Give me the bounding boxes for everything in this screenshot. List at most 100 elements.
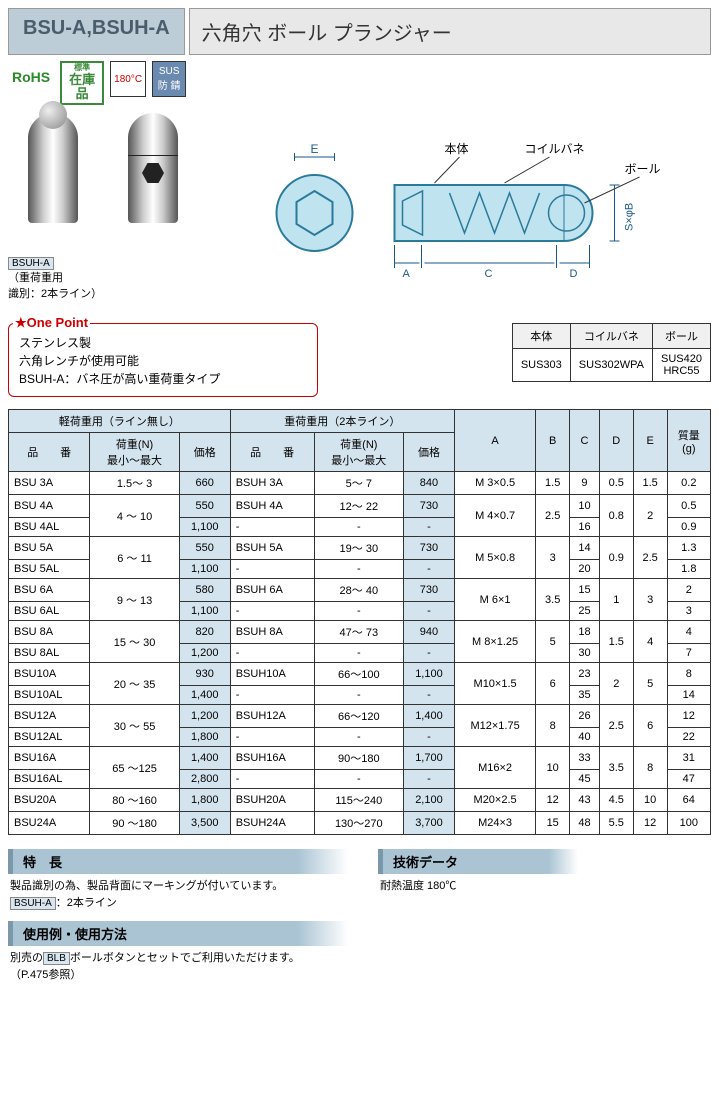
table-cell: BSUH 8A	[230, 621, 314, 644]
table-cell: 20 ～ 35	[90, 663, 179, 705]
table-cell: 1,400	[179, 747, 230, 770]
table-cell: 0.9	[599, 537, 633, 579]
col-D: D	[599, 410, 633, 472]
col-mass: 質量 (g)	[667, 410, 710, 472]
table-cell: M16×2	[454, 747, 535, 789]
table-row: BSU 8A15 ～ 30820BSUH 8A47～ 73940M 8×1.25…	[9, 621, 711, 644]
table-cell: 1,100	[179, 560, 230, 579]
table-row: BSU 3A1.5～ 3660BSUH 3A5～ 7840M 3×0.51.59…	[9, 472, 711, 495]
table-cell: 10	[536, 747, 570, 789]
mat-cell: SUS420 HRC55	[653, 349, 711, 382]
table-cell: 5	[633, 663, 667, 705]
table-cell: 5.5	[599, 812, 633, 835]
table-cell: 660	[179, 472, 230, 495]
col-B: B	[536, 410, 570, 472]
table-cell: 930	[179, 663, 230, 686]
table-cell: -	[403, 560, 454, 579]
table-cell: 1.5	[633, 472, 667, 495]
table-cell: 2,100	[403, 789, 454, 812]
table-cell: 0.9	[667, 518, 710, 537]
mat-header: コイルバネ	[570, 324, 652, 349]
onepoint-body: ステンレス製 六角レンチが使用可能 BSUH-A：バネ圧が高い重荷重タイプ	[19, 334, 307, 388]
table-cell: 2.5	[536, 495, 570, 537]
technical-diagram: E 本体 コイルバネ ボール A C D S×φB	[248, 113, 711, 313]
table-cell: 1,700	[403, 747, 454, 770]
table-cell: 5	[536, 621, 570, 663]
svg-text:C: C	[485, 268, 493, 280]
col-A: A	[454, 410, 535, 472]
col-C: C	[570, 410, 600, 472]
table-cell: 3,500	[179, 812, 230, 835]
table-cell: -	[314, 518, 403, 537]
usage-text-2: ボールボタンとセットでご利用いただけます。	[70, 952, 300, 964]
table-cell: 1	[599, 579, 633, 621]
table-cell: 18	[570, 621, 600, 644]
features-tag: BSUH-A	[10, 897, 56, 910]
sus-badge: SUS 防 錆	[152, 61, 186, 97]
table-cell: -	[403, 770, 454, 789]
table-cell: BSU12A	[9, 705, 90, 728]
table-row: BSU16A65 ～1251,400BSUH16A90～1801,700M16×…	[9, 747, 711, 770]
table-cell: 43	[570, 789, 600, 812]
table-cell: BSUH20A	[230, 789, 314, 812]
table-cell: BSU 8AL	[9, 644, 90, 663]
table-cell: 12	[633, 812, 667, 835]
onepoint-title: ★One Point	[13, 315, 90, 331]
table-cell: BSU10AL	[9, 686, 90, 705]
table-cell: -	[314, 560, 403, 579]
table-row: BSU12A30 ～ 551,200BSUH12A66～1201,400M12×…	[9, 705, 711, 728]
usage-title: 使用例・使用方法	[8, 921, 348, 946]
table-cell: 45	[570, 770, 600, 789]
table-cell: 80 ～160	[90, 789, 179, 812]
table-cell: 64	[667, 789, 710, 812]
table-cell: 19～ 30	[314, 537, 403, 560]
table-cell: 14	[570, 537, 600, 560]
table-cell: 730	[403, 537, 454, 560]
mat-cell: SUS302WPA	[570, 349, 652, 382]
usage-tag: BLB	[43, 952, 70, 965]
col-E: E	[633, 410, 667, 472]
table-cell: 14	[667, 686, 710, 705]
table-cell: -	[314, 644, 403, 663]
table-cell: 7	[667, 644, 710, 663]
table-cell: -	[230, 770, 314, 789]
table-cell: M20×2.5	[454, 789, 535, 812]
table-cell: 1,100	[403, 663, 454, 686]
table-cell: BSUH 6A	[230, 579, 314, 602]
table-cell: 3	[667, 602, 710, 621]
table-cell: 22	[667, 728, 710, 747]
table-cell: -	[230, 518, 314, 537]
col-hprice: 価格	[403, 433, 454, 472]
table-cell: 3,700	[403, 812, 454, 835]
table-cell: 1.3	[667, 537, 710, 560]
table-cell: 1.8	[667, 560, 710, 579]
table-row: BSU 4A4 ～ 10550BSUH 4A12～ 22730M 4×0.72.…	[9, 495, 711, 518]
table-cell: M 4×0.7	[454, 495, 535, 537]
col-price: 価格	[179, 433, 230, 472]
table-cell: 2,800	[179, 770, 230, 789]
table-cell: 4.5	[599, 789, 633, 812]
table-row: BSU 6A9 ～ 13580BSUH 6A28～ 40730M 6×13.51…	[9, 579, 711, 602]
tech-title: 技術データ	[378, 849, 578, 874]
features-text: 製品識別の為、製品背面にマーキングが付いています。	[10, 880, 283, 892]
table-cell: BSUH10A	[230, 663, 314, 686]
table-cell: -	[403, 728, 454, 747]
table-cell: 4	[633, 621, 667, 663]
table-cell: 1,400	[179, 686, 230, 705]
photo-area: BSUH-A （重荷重用 識別：2本ライン）	[8, 113, 228, 313]
svg-text:S×φB: S×φB	[624, 203, 636, 231]
mat-cell: SUS303	[512, 349, 570, 382]
table-cell: 4	[667, 621, 710, 644]
table-cell: BSU16A	[9, 747, 90, 770]
table-cell: 2.5	[633, 537, 667, 579]
table-cell: BSUH 4A	[230, 495, 314, 518]
svg-text:ボール: ボール	[625, 162, 661, 176]
photo-tag: BSUH-A	[8, 257, 54, 270]
table-cell: 66～100	[314, 663, 403, 686]
product-code: BSU-A,BSUH-A	[8, 8, 185, 55]
table-cell: 25	[570, 602, 600, 621]
table-row: BSU24A90 ～1803,500BSUH24A130～2703,700M24…	[9, 812, 711, 835]
table-cell: -	[230, 686, 314, 705]
table-cell: 2	[667, 579, 710, 602]
table-cell: M 8×1.25	[454, 621, 535, 663]
